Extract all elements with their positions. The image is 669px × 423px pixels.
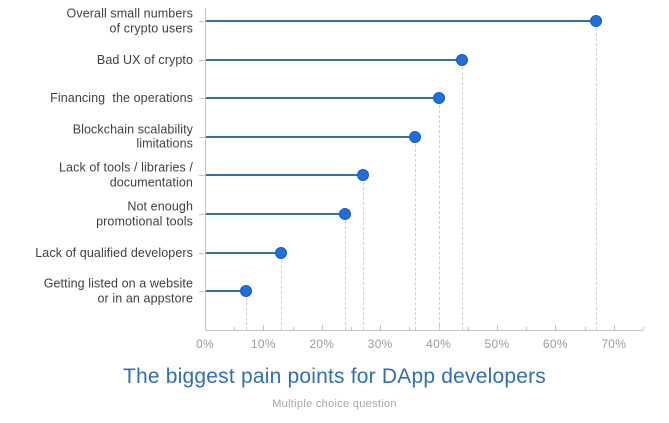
lollipop-stem-8 [206, 290, 246, 293]
x-tick [643, 327, 644, 330]
plot-area: 0% 10% 20% 30% 40% 50% 60% 70% Overall small num… [35, 6, 644, 351]
lollipop-dot-1 [590, 15, 603, 27]
x-tick-label: 10% [250, 337, 276, 351]
x-tick [292, 327, 294, 330]
x-tick [380, 325, 382, 330]
lollipop-stem-6 [206, 213, 346, 215]
x-tick-label: 30% [367, 337, 393, 351]
x-tick [526, 327, 528, 330]
y-axis [205, 8, 206, 330]
chart-subtitle: Multiple choice question [272, 398, 397, 410]
y-tick [199, 214, 205, 215]
x-tick [409, 327, 411, 330]
x-tick [263, 325, 265, 330]
y-tick [199, 98, 205, 100]
y-tick [199, 136, 205, 138]
y-tick [199, 59, 205, 61]
drop-line-8 [245, 298, 247, 330]
lollipop-stem-5 [206, 174, 363, 177]
x-tick-label: 0% [196, 337, 214, 351]
lollipop-dot-4 [409, 130, 422, 143]
lollipop-stem-7 [206, 251, 281, 254]
lollipop-stem-1 [206, 20, 597, 22]
x-tick [467, 327, 469, 330]
lollipop-dot-3 [432, 92, 445, 105]
x-axis [205, 330, 643, 331]
category-label-2: Bad UX of crypto [96, 52, 193, 67]
lollipop-stem-4 [206, 135, 416, 138]
x-tick-label: 70% [601, 337, 627, 351]
x-tick [351, 327, 352, 330]
category-label-3: Financing the operations [50, 90, 193, 105]
drop-line-7 [280, 259, 282, 330]
y-tick [199, 175, 205, 177]
x-tick-label: 50% [484, 337, 510, 351]
y-tick [199, 291, 205, 293]
chart-title: The biggest pain points for DApp develop… [122, 365, 547, 388]
lollipop-dot-2 [455, 53, 468, 66]
drop-line-3 [438, 105, 440, 330]
lollipop-dot-8 [239, 285, 252, 298]
drop-line-6 [345, 221, 347, 330]
y-tick [199, 252, 205, 254]
y-tick [199, 21, 205, 22]
category-label-7: Lack of qualified developers [35, 245, 193, 260]
category-label-1: Overall small numbers of crypto users [66, 6, 193, 36]
drop-line-4 [415, 143, 417, 330]
drop-line-5 [362, 182, 364, 330]
x-tick [234, 327, 236, 330]
x-tick-label: 20% [309, 337, 335, 351]
x-tick [555, 325, 557, 330]
x-tick [584, 327, 586, 330]
x-tick [497, 325, 498, 330]
lollipop-stem-2 [206, 58, 462, 61]
lollipop-dot-7 [274, 246, 287, 259]
lollipop-dot-6 [339, 208, 352, 220]
category-label-8: Getting listed on a website or in an app… [43, 276, 193, 306]
category-label-6: Not enough promotional tools [96, 199, 193, 229]
x-tick [205, 325, 206, 330]
lollipop-stem-3 [206, 97, 439, 100]
drop-line-1 [596, 28, 598, 330]
category-label-4: Blockchain scalability limitations [72, 122, 193, 151]
category-label-5: Lack of tools / libraries / documentatio… [58, 160, 193, 190]
x-tick [613, 325, 615, 330]
drop-line-2 [461, 66, 463, 330]
x-tick-label: 60% [542, 337, 568, 351]
x-tick [321, 325, 323, 330]
lollipop-dot-5 [356, 169, 369, 182]
x-tick-label: 40% [426, 337, 452, 351]
